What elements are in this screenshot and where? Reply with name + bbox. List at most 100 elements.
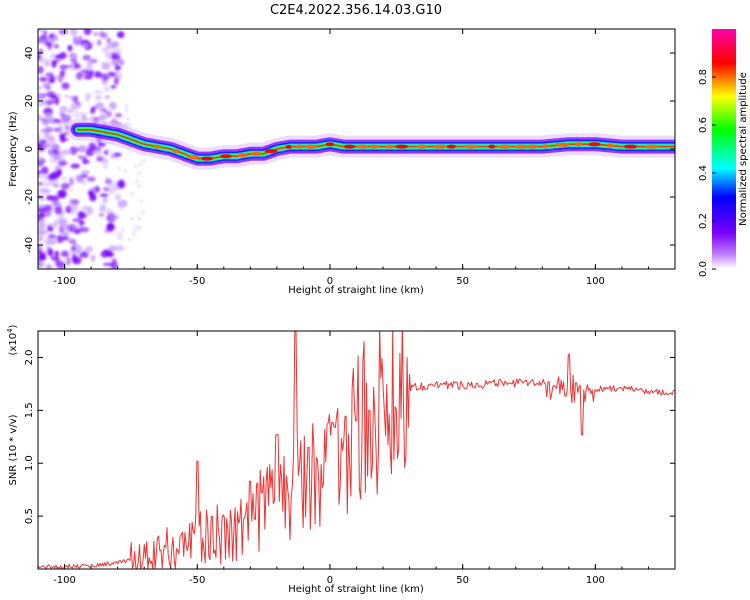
noise-speckle [116,179,120,183]
noise-speckle [42,118,49,126]
ridge-peak-blob [386,144,394,149]
ridge-peak-blob [606,143,614,148]
noise-speckle [56,217,64,223]
noise-speckle [43,132,51,140]
noise-speckle [124,104,128,108]
noise-speckle [38,187,46,194]
noise-speckle [138,163,142,167]
x-tick-label: 50 [456,575,469,586]
noise-speckle [46,246,53,256]
noise-speckle [59,105,68,113]
noise-speckle [55,75,66,79]
noise-speckle [107,184,118,193]
ridge-peak-blob [220,154,232,159]
noise-speckle [69,146,78,155]
noise-speckle [75,71,83,81]
noise-speckle [46,236,57,245]
noise-speckle [38,76,48,82]
noise-speckle [84,69,91,75]
noise-speckle [93,71,103,79]
noise-speckle [54,250,60,258]
noise-speckle [48,80,55,84]
noise-speckle [61,82,70,90]
noise-speckle [104,95,111,100]
noise-speckle [61,67,67,73]
noise-speckle [110,258,118,263]
noise-speckle [133,228,137,232]
figure-title: C2E4.2022.356.14.03.G10 [270,3,442,18]
snr-scale-suffix: ) [8,324,19,328]
x-tick-label: -50 [189,276,205,287]
noise-speckle [50,137,56,145]
noise-speckle [66,256,71,266]
ridge-peak-blob [187,155,199,160]
noise-speckle [38,174,44,179]
noise-speckle [54,206,63,215]
ridge-peak-blob [395,144,409,149]
noise-speckle [110,152,116,159]
noise-speckle [70,247,77,251]
noise-speckle [137,171,141,175]
noise-speckle [78,154,83,160]
ridge-peak-blob [238,153,248,158]
noise-speckle [90,254,96,263]
noise-speckle [81,179,87,186]
colorbar-tick-label: 0.2 [698,213,709,229]
noise-speckle [61,114,72,123]
noise-speckle [53,43,59,49]
noise-speckle [67,109,74,114]
ridge-peak-blob [304,144,317,149]
noise-speckle [97,39,102,46]
noise-speckle [101,64,111,70]
noise-speckle [82,159,90,165]
noise-speckle [130,217,134,221]
colorbar: 0.0 0.2 0.4 0.6 0.8 Normalized spectral ampl… [698,29,749,277]
y-tick-label: 40 [24,47,35,60]
colorbar-label: Normalized spectral amplitude [738,72,749,226]
noise-speckle [107,148,111,152]
noise-speckle [67,44,73,52]
noise-speckle [94,185,100,193]
noise-speckle [79,212,88,219]
y-tick-label: -20 [24,189,35,205]
noise-speckle [47,148,53,154]
noise-speckle [105,210,109,214]
noise-speckle [43,172,48,182]
noise-speckle [115,113,123,118]
noise-speckle [38,150,41,157]
ridge-peak-blob [623,144,638,149]
noise-speckle [57,189,63,199]
spectrogram-axes: -100 -50 0 50 100 -40 -20 0 20 40 [24,29,676,287]
noise-speckle [46,226,54,232]
colorbar-ticks: 0.0 0.2 0.4 0.6 0.8 [698,69,716,277]
noise-speckle [110,179,114,183]
noise-speckle [39,261,45,268]
noise-speckle [100,73,108,81]
noise-speckle [127,238,131,242]
noise-speckle [109,215,118,220]
ridge-peak-blob [526,144,538,149]
noise-speckle [113,182,117,186]
noise-speckle [106,225,116,231]
noise-speckle [74,62,80,70]
snr-scale-prefix: (x10 [8,333,19,356]
noise-speckle [58,29,69,35]
noise-speckle [85,245,94,253]
noise-speckle [119,152,123,156]
colorbar-tick-label: 0.6 [698,117,709,133]
noise-speckle [124,122,128,126]
noise-speckle [58,125,63,134]
noise-speckle [38,40,46,44]
noise-speckle [100,158,109,164]
noise-speckle [81,205,90,211]
noise-speckle [103,149,109,156]
noise-speckle [91,147,102,151]
noise-speckle [40,166,49,175]
noise-speckle [80,43,90,48]
noise-speckle [115,232,119,236]
noise-speckle [70,209,77,215]
noise-speckle [69,198,74,206]
noise-speckle [98,212,105,218]
snr-panel: -100 -50 0 50 100 0.5 1.0 1.5 2.0 Height of stra… [6,324,676,595]
